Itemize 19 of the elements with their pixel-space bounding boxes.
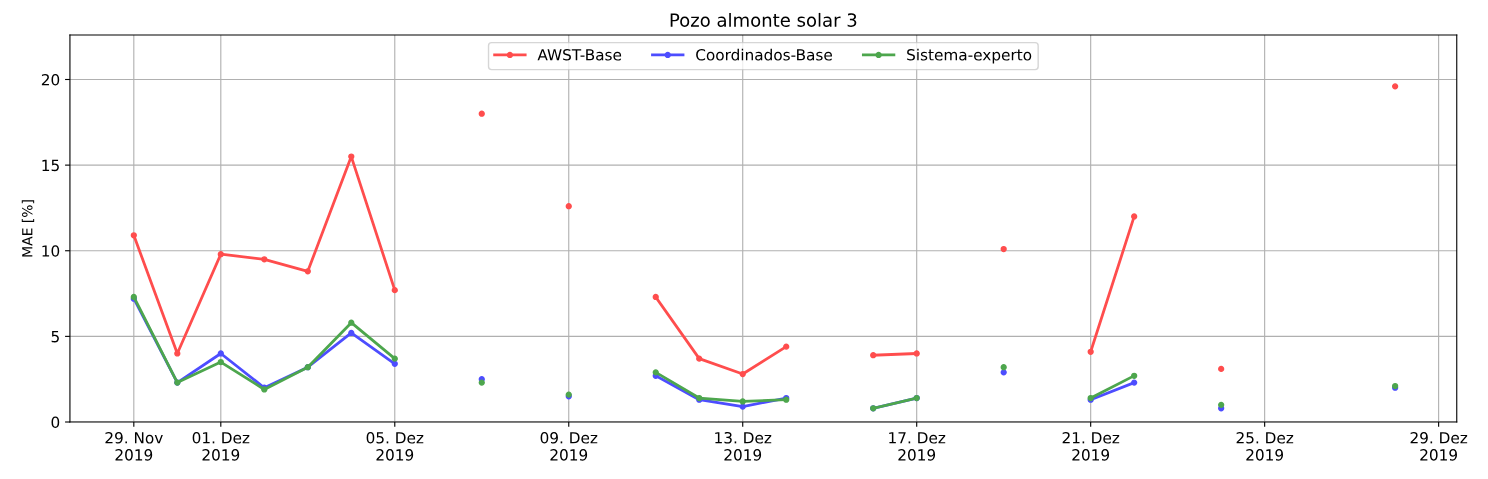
x-tick-label: 01. Dez 2019 bbox=[192, 431, 250, 461]
legend-label: Sistema-experto bbox=[907, 48, 1032, 64]
legend-label: Coordinados-Base bbox=[696, 48, 832, 61]
y-tick-label: 10 bbox=[42, 245, 60, 257]
x-tick-label: 25. Dez 2019 bbox=[1236, 431, 1294, 461]
x-tick-label: 09. Dez 2019 bbox=[540, 431, 598, 461]
y-tick-label: 20 bbox=[41, 73, 60, 86]
y-tick-label: 5 bbox=[51, 331, 59, 343]
x-tick-label: 29. Nov 2019 bbox=[105, 431, 163, 461]
y-tick-label: 0 bbox=[51, 416, 60, 429]
y-axis-title: MAE [%] bbox=[21, 200, 35, 257]
x-tick-label: 17. Dez 2019 bbox=[889, 432, 946, 461]
x-tick-label: 13. Dez 2019 bbox=[715, 431, 772, 461]
legend-label: AWST-Base bbox=[537, 48, 622, 61]
chart-title: Pozo almonte solar 3 bbox=[670, 12, 857, 27]
x-tick-label: 21. Dez 2019 bbox=[1062, 431, 1120, 461]
y-tick-label: 15 bbox=[42, 159, 59, 172]
x-tick-label: 29. Dez 2019 bbox=[1410, 431, 1468, 461]
x-tick-label: 05. Dez 2019 bbox=[366, 431, 424, 461]
